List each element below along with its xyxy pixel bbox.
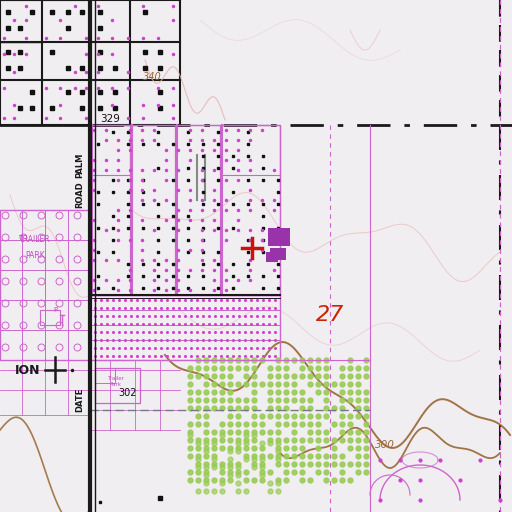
Text: Trailer: Trailer xyxy=(106,375,123,380)
Text: TRAILER: TRAILER xyxy=(19,236,51,245)
Text: 300: 300 xyxy=(375,440,395,450)
Bar xyxy=(0,210,90,360)
Bar xyxy=(40,310,60,325)
Text: 329: 329 xyxy=(100,114,120,124)
Text: P: P xyxy=(53,307,57,313)
Bar xyxy=(90,295,280,360)
Bar xyxy=(270,248,286,260)
Text: PARK: PARK xyxy=(25,250,45,260)
Text: PALM: PALM xyxy=(75,152,84,178)
Bar xyxy=(175,125,220,295)
Bar xyxy=(90,125,280,295)
Bar xyxy=(130,125,175,295)
Bar xyxy=(90,125,130,175)
Bar xyxy=(220,125,280,175)
Bar xyxy=(266,252,278,262)
Text: 340: 340 xyxy=(143,72,161,82)
Text: DATE: DATE xyxy=(75,388,84,412)
Text: ROAD: ROAD xyxy=(75,182,84,208)
Bar xyxy=(95,368,140,403)
Bar xyxy=(90,125,130,295)
Bar xyxy=(95,368,115,383)
Text: 302: 302 xyxy=(118,388,137,398)
Bar xyxy=(220,125,280,295)
Text: 27: 27 xyxy=(316,305,344,325)
Text: ION: ION xyxy=(15,364,41,376)
Text: Park: Park xyxy=(109,382,121,388)
Bar xyxy=(268,228,290,246)
